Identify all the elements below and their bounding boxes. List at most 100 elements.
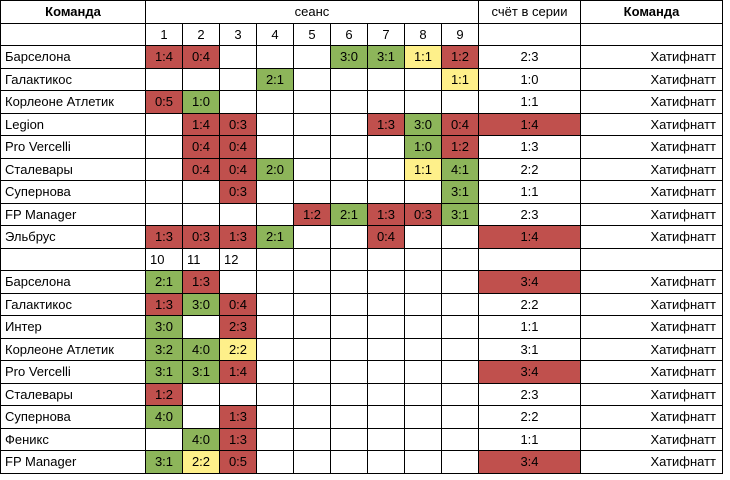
session-number: 9	[441, 22, 479, 46]
match-score-cell: 1:1	[404, 157, 442, 181]
opponent-team-name: Хатифнатт	[580, 180, 723, 204]
match-score-cell	[219, 270, 257, 294]
series-score: 1:4	[478, 112, 581, 136]
opponent-team-name: Хатифнатт	[580, 382, 723, 406]
empty-cell	[0, 22, 146, 46]
match-score-cell: 1:1	[404, 45, 442, 69]
match-score-cell	[367, 360, 405, 384]
match-score-cell	[182, 67, 220, 91]
match-score-cell: 1:2	[145, 382, 183, 406]
session-number	[293, 247, 331, 271]
match-score-cell	[293, 90, 331, 114]
match-score-cell	[182, 202, 220, 226]
match-score-cell	[145, 157, 183, 181]
match-score-cell	[256, 270, 294, 294]
table-row: Интер 3:0 2:3 1:1 Хатифнатт	[0, 315, 723, 339]
match-score-cell: 2:0	[256, 157, 294, 181]
match-score-cell	[256, 292, 294, 316]
team-name: Феникс	[0, 427, 146, 451]
match-score-cell	[293, 112, 331, 136]
series-score: 2:3	[478, 202, 581, 226]
team-name: Интер	[0, 315, 146, 339]
match-score-cell	[441, 315, 479, 339]
match-score-cell: 0:3	[219, 112, 257, 136]
match-score-cell	[404, 90, 442, 114]
session-number: 1	[145, 22, 183, 46]
opponent-team-name: Хатифнатт	[580, 315, 723, 339]
match-score-cell: 1:3	[219, 225, 257, 249]
match-score-cell: 3:0	[404, 112, 442, 136]
opponent-team-name: Хатифнатт	[580, 67, 723, 91]
empty-cell	[580, 22, 723, 46]
opponent-team-name: Хатифнатт	[580, 270, 723, 294]
match-score-cell	[367, 450, 405, 474]
match-score-cell: 3:1	[367, 45, 405, 69]
match-score-cell	[219, 45, 257, 69]
match-score-cell	[182, 180, 220, 204]
match-score-cell	[441, 360, 479, 384]
match-score-cell: 0:4	[219, 292, 257, 316]
series-score: 3:1	[478, 337, 581, 361]
match-score-cell	[256, 450, 294, 474]
match-score-cell	[404, 315, 442, 339]
session-number: 7	[367, 22, 405, 46]
match-score-cell	[330, 450, 368, 474]
header-session: сеанс	[145, 0, 479, 24]
session-number: 10	[145, 247, 183, 271]
match-score-cell: 1:2	[441, 135, 479, 159]
match-score-cell: 0:4	[441, 112, 479, 136]
empty-cell	[478, 22, 581, 46]
match-score-cell: 3:0	[145, 315, 183, 339]
opponent-team-name: Хатифнатт	[580, 225, 723, 249]
match-score-cell: 1:0	[404, 135, 442, 159]
match-score-cell	[293, 135, 331, 159]
match-score-cell	[330, 90, 368, 114]
match-score-cell	[293, 337, 331, 361]
series-score: 3:4	[478, 450, 581, 474]
match-score-cell	[219, 90, 257, 114]
match-score-cell	[293, 292, 331, 316]
match-score-cell	[404, 382, 442, 406]
match-score-cell: 1:4	[145, 45, 183, 69]
team-name: Барселона	[0, 45, 146, 69]
match-score-cell	[293, 427, 331, 451]
match-score-cell	[256, 112, 294, 136]
table-row: Эльбрус 1:3 0:3 1:3 2:1 0:4 1:4 Хатифнатт	[0, 225, 723, 249]
match-score-cell	[293, 382, 331, 406]
opponent-team-name: Хатифнатт	[580, 112, 723, 136]
match-score-cell: 3:1	[441, 202, 479, 226]
session-number	[330, 247, 368, 271]
team-name: Галактикос	[0, 67, 146, 91]
series-score: 1:1	[478, 315, 581, 339]
series-score: 2:3	[478, 45, 581, 69]
match-score-cell	[367, 67, 405, 91]
session-number: 5	[293, 22, 331, 46]
match-score-cell	[293, 67, 331, 91]
match-score-cell: 4:1	[441, 157, 479, 181]
match-score-cell	[441, 270, 479, 294]
header-series-score: счёт в серии	[478, 0, 581, 24]
match-score-cell	[404, 292, 442, 316]
match-score-cell: 3:1	[145, 450, 183, 474]
table-row: FP Manager 3:1 2:2 0:5 3:4 Хатифнатт	[0, 450, 723, 474]
session-number: 11	[182, 247, 220, 271]
table-row: Pro Vercelli 0:4 0:4 1:0 1:2 1:3 Хатифнатт	[0, 135, 723, 159]
empty-cell	[580, 247, 723, 271]
match-score-cell: 2:1	[145, 270, 183, 294]
match-score-cell: 1:3	[145, 225, 183, 249]
session-number: 12	[219, 247, 257, 271]
match-score-cell: 0:4	[219, 135, 257, 159]
match-score-cell	[367, 135, 405, 159]
match-score-cell	[367, 427, 405, 451]
match-score-cell	[367, 157, 405, 181]
table-row: Барселона 1:4 0:4 3:0 3:1 1:1 1:2 2:3 Хатифнатт	[0, 45, 723, 69]
match-score-cell	[441, 427, 479, 451]
match-score-cell	[330, 270, 368, 294]
match-score-cell	[293, 180, 331, 204]
session-number-row: 10 11 12	[0, 247, 723, 271]
opponent-team-name: Хатифнатт	[580, 202, 723, 226]
table-row: Барселона 2:1 1:3 3:4 Хатифнатт	[0, 270, 723, 294]
match-score-cell: 0:4	[182, 45, 220, 69]
